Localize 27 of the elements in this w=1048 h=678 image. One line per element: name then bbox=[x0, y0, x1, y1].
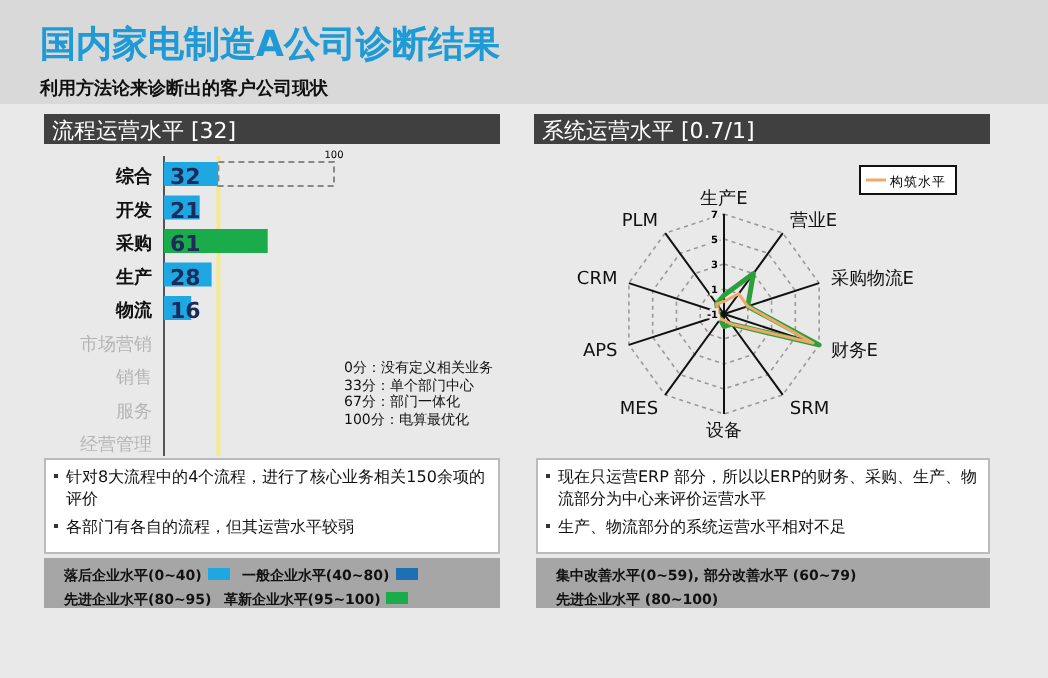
y-tick-label: 物流 bbox=[114, 300, 154, 322]
data-label: 61 bbox=[170, 231, 201, 257]
text: 各部门有各自的流程，但其运营水平较弱 bbox=[66, 516, 356, 538]
chart-title: 系统运营水平 [0.7/1] bbox=[542, 118, 755, 144]
y-tick-label: 综合 bbox=[114, 166, 154, 188]
y-tick-label: 开发 bbox=[114, 199, 152, 222]
spoke-label: 营业E bbox=[789, 210, 838, 233]
text: 利用方法论来诊断出的客户公司现状 bbox=[38, 78, 330, 100]
spoke-label: MES bbox=[619, 399, 659, 420]
spoke-label: 设备 bbox=[706, 420, 742, 442]
y-tick-label: 生产 bbox=[114, 266, 152, 289]
spoke-label: CRM bbox=[576, 270, 618, 291]
data-label: 28 bbox=[170, 264, 201, 291]
text: 现在只运营ERP 部分，所以以ERP的财务、采购、生产、物流部分为中心来评价运营水平 bbox=[558, 466, 979, 510]
y-tick-label: 采购 bbox=[114, 233, 152, 255]
chart-title: 流程运营水平 [32] bbox=[52, 118, 237, 144]
data-label: 21 bbox=[170, 197, 201, 224]
text: 生产、物流部分的系统运营水平相对不足 bbox=[558, 516, 848, 538]
spoke-label: APS bbox=[582, 341, 619, 362]
text: 针对8大流程中的4个流程，进行了核心业务相关150余项的评价 bbox=[66, 466, 487, 510]
spoke-label: 财务E bbox=[830, 339, 879, 362]
data-label: 32 bbox=[170, 164, 201, 190]
spoke-label: 采购物流E bbox=[830, 268, 915, 291]
spoke-label: PLM bbox=[621, 212, 659, 233]
text: 国内家电制造A公司诊断结果 bbox=[40, 24, 502, 66]
spoke-label: 生产E bbox=[700, 188, 749, 210]
spoke-label: SRM bbox=[789, 399, 830, 420]
